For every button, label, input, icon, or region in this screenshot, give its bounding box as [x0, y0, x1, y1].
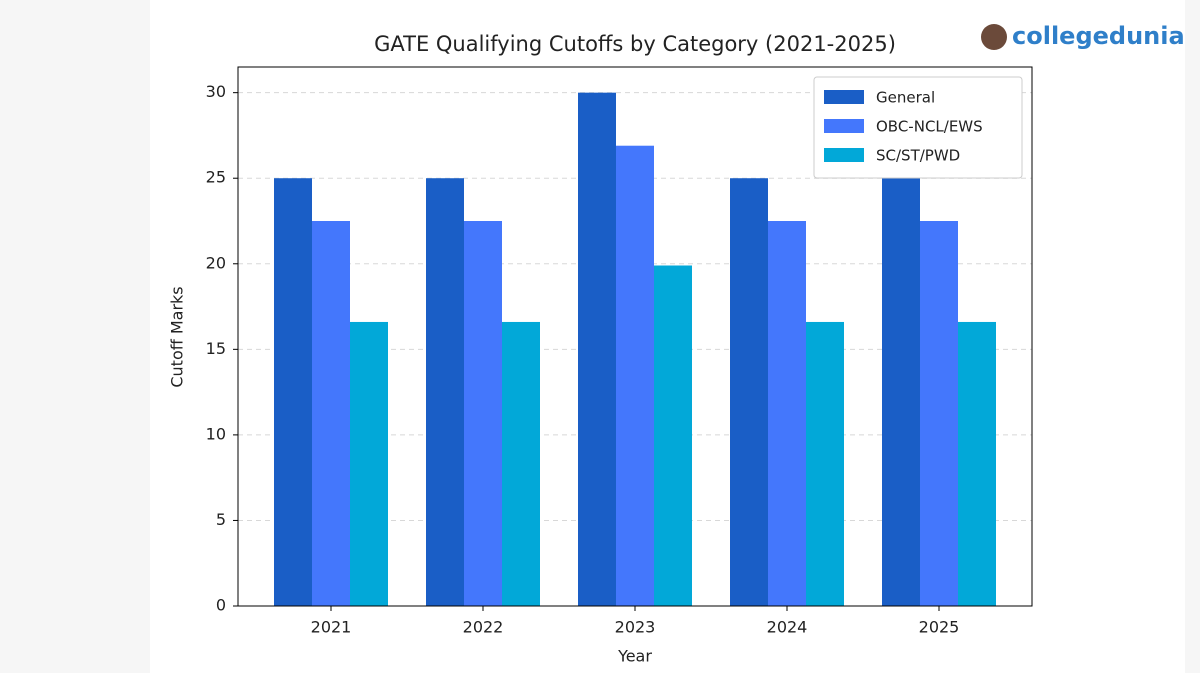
- bar: [312, 221, 350, 606]
- y-tick-label: 25: [206, 168, 226, 187]
- legend-swatch: [824, 90, 864, 104]
- logo-icon: [981, 24, 1007, 50]
- bar: [350, 321, 388, 606]
- bar: [464, 221, 502, 606]
- legend-box: [813, 76, 1023, 179]
- x-tick-label: 2025: [919, 618, 960, 637]
- legend-label: General: [876, 89, 935, 107]
- bar: [920, 221, 958, 606]
- bar: [426, 178, 464, 606]
- bar: [654, 265, 692, 606]
- bar: [616, 145, 654, 606]
- legend-swatch: [824, 148, 864, 162]
- bar: [274, 178, 312, 606]
- watermark: collegedunia: [1012, 22, 1185, 50]
- bar: [578, 92, 616, 606]
- bar: [730, 178, 768, 606]
- y-axis-label: Cutoff Marks: [168, 286, 187, 387]
- chart-title: GATE Qualifying Cutoffs by Category (202…: [374, 32, 896, 56]
- y-tick-label: 30: [206, 82, 226, 101]
- x-tick-label: 2021: [311, 618, 352, 637]
- x-tick-label: 2022: [463, 618, 504, 637]
- x-tick-label: 2023: [615, 618, 656, 637]
- y-tick-label: 5: [216, 510, 226, 529]
- y-tick-label: 20: [206, 253, 226, 272]
- y-tick-label: 0: [216, 596, 226, 615]
- bar: [806, 321, 844, 606]
- bar: [958, 321, 996, 606]
- plot-frame: [237, 66, 1033, 607]
- bar: [502, 321, 540, 606]
- legend-label: OBC-NCL/EWS: [876, 118, 983, 136]
- y-tick-label: 15: [206, 339, 226, 358]
- legend-label: SC/ST/PWD: [876, 147, 960, 165]
- legend-swatch: [824, 119, 864, 133]
- bar: [882, 178, 920, 606]
- x-axis-label: Year: [617, 647, 652, 666]
- y-tick-label: 10: [206, 424, 226, 443]
- bar: [768, 221, 806, 606]
- x-tick-label: 2024: [767, 618, 808, 637]
